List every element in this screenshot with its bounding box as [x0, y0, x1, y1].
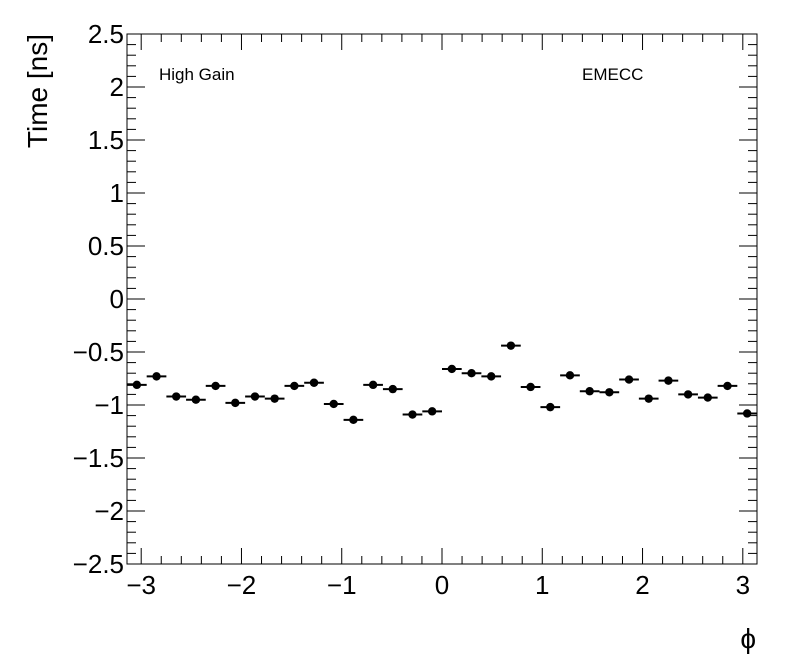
plot-frame — [126, 33, 758, 565]
data-point — [191, 395, 201, 404]
y-tick-label: 1 — [110, 178, 124, 208]
data-point — [565, 371, 575, 380]
data-point — [231, 398, 240, 408]
data-point — [467, 369, 476, 378]
data-points — [127, 341, 757, 425]
y-tick-label: 1.5 — [88, 125, 124, 155]
y-axis-title: Time [ns] — [22, 34, 53, 148]
y-tick-label: 2 — [110, 72, 124, 102]
y-tick-label: −1.5 — [73, 443, 124, 473]
data-point — [152, 372, 161, 381]
data-point — [290, 381, 299, 391]
data-point — [605, 388, 614, 397]
x-axis-title: ϕ — [740, 623, 756, 654]
x-tick-label: 2 — [635, 570, 649, 600]
data-point — [132, 380, 142, 390]
data-point — [723, 381, 732, 391]
annotation-high-gain: High Gain — [159, 65, 235, 84]
y-tick-label: 2.5 — [88, 19, 124, 49]
data-point — [585, 387, 594, 396]
data-point — [683, 390, 693, 399]
data-point — [664, 376, 673, 385]
y-tick-label: −2 — [94, 496, 124, 526]
data-point — [388, 384, 397, 394]
data-point — [447, 364, 457, 374]
x-tick-label: −1 — [327, 570, 357, 600]
y-tick-label: 0.5 — [88, 231, 124, 261]
tick-labels: −3 −2 −1 0 1 2 3 −2.5 −2 −1.5 −1 −0.5 0 0.5 1 1.5 2 2.5 — [73, 19, 750, 600]
data-point — [487, 372, 496, 381]
data-point — [211, 381, 220, 391]
data-point — [742, 409, 752, 418]
data-point — [349, 415, 358, 425]
data-point — [408, 410, 417, 419]
y-tick-label: −1 — [94, 390, 124, 420]
x-tick-label: 0 — [435, 570, 449, 600]
y-tick-label: 0 — [110, 284, 124, 314]
x-tick-label: 1 — [535, 570, 549, 600]
axis-ticks — [127, 33, 757, 565]
data-point — [368, 380, 378, 390]
data-point — [546, 402, 555, 412]
data-point — [526, 382, 535, 392]
data-point — [250, 392, 260, 401]
data-point — [506, 341, 516, 350]
data-point — [644, 394, 653, 403]
x-tick-label: −3 — [126, 570, 156, 600]
data-point — [309, 378, 319, 387]
annotation-detector: EMECC — [582, 65, 643, 84]
y-tick-label: −0.5 — [73, 337, 124, 367]
y-tick-label: −2.5 — [73, 549, 124, 579]
data-point — [703, 393, 712, 402]
data-point — [624, 375, 634, 384]
data-point — [270, 394, 279, 403]
data-point — [427, 407, 437, 416]
data-point — [172, 392, 181, 401]
x-tick-label: 3 — [736, 570, 750, 600]
x-tick-label: −2 — [227, 570, 257, 600]
data-point — [329, 399, 338, 409]
